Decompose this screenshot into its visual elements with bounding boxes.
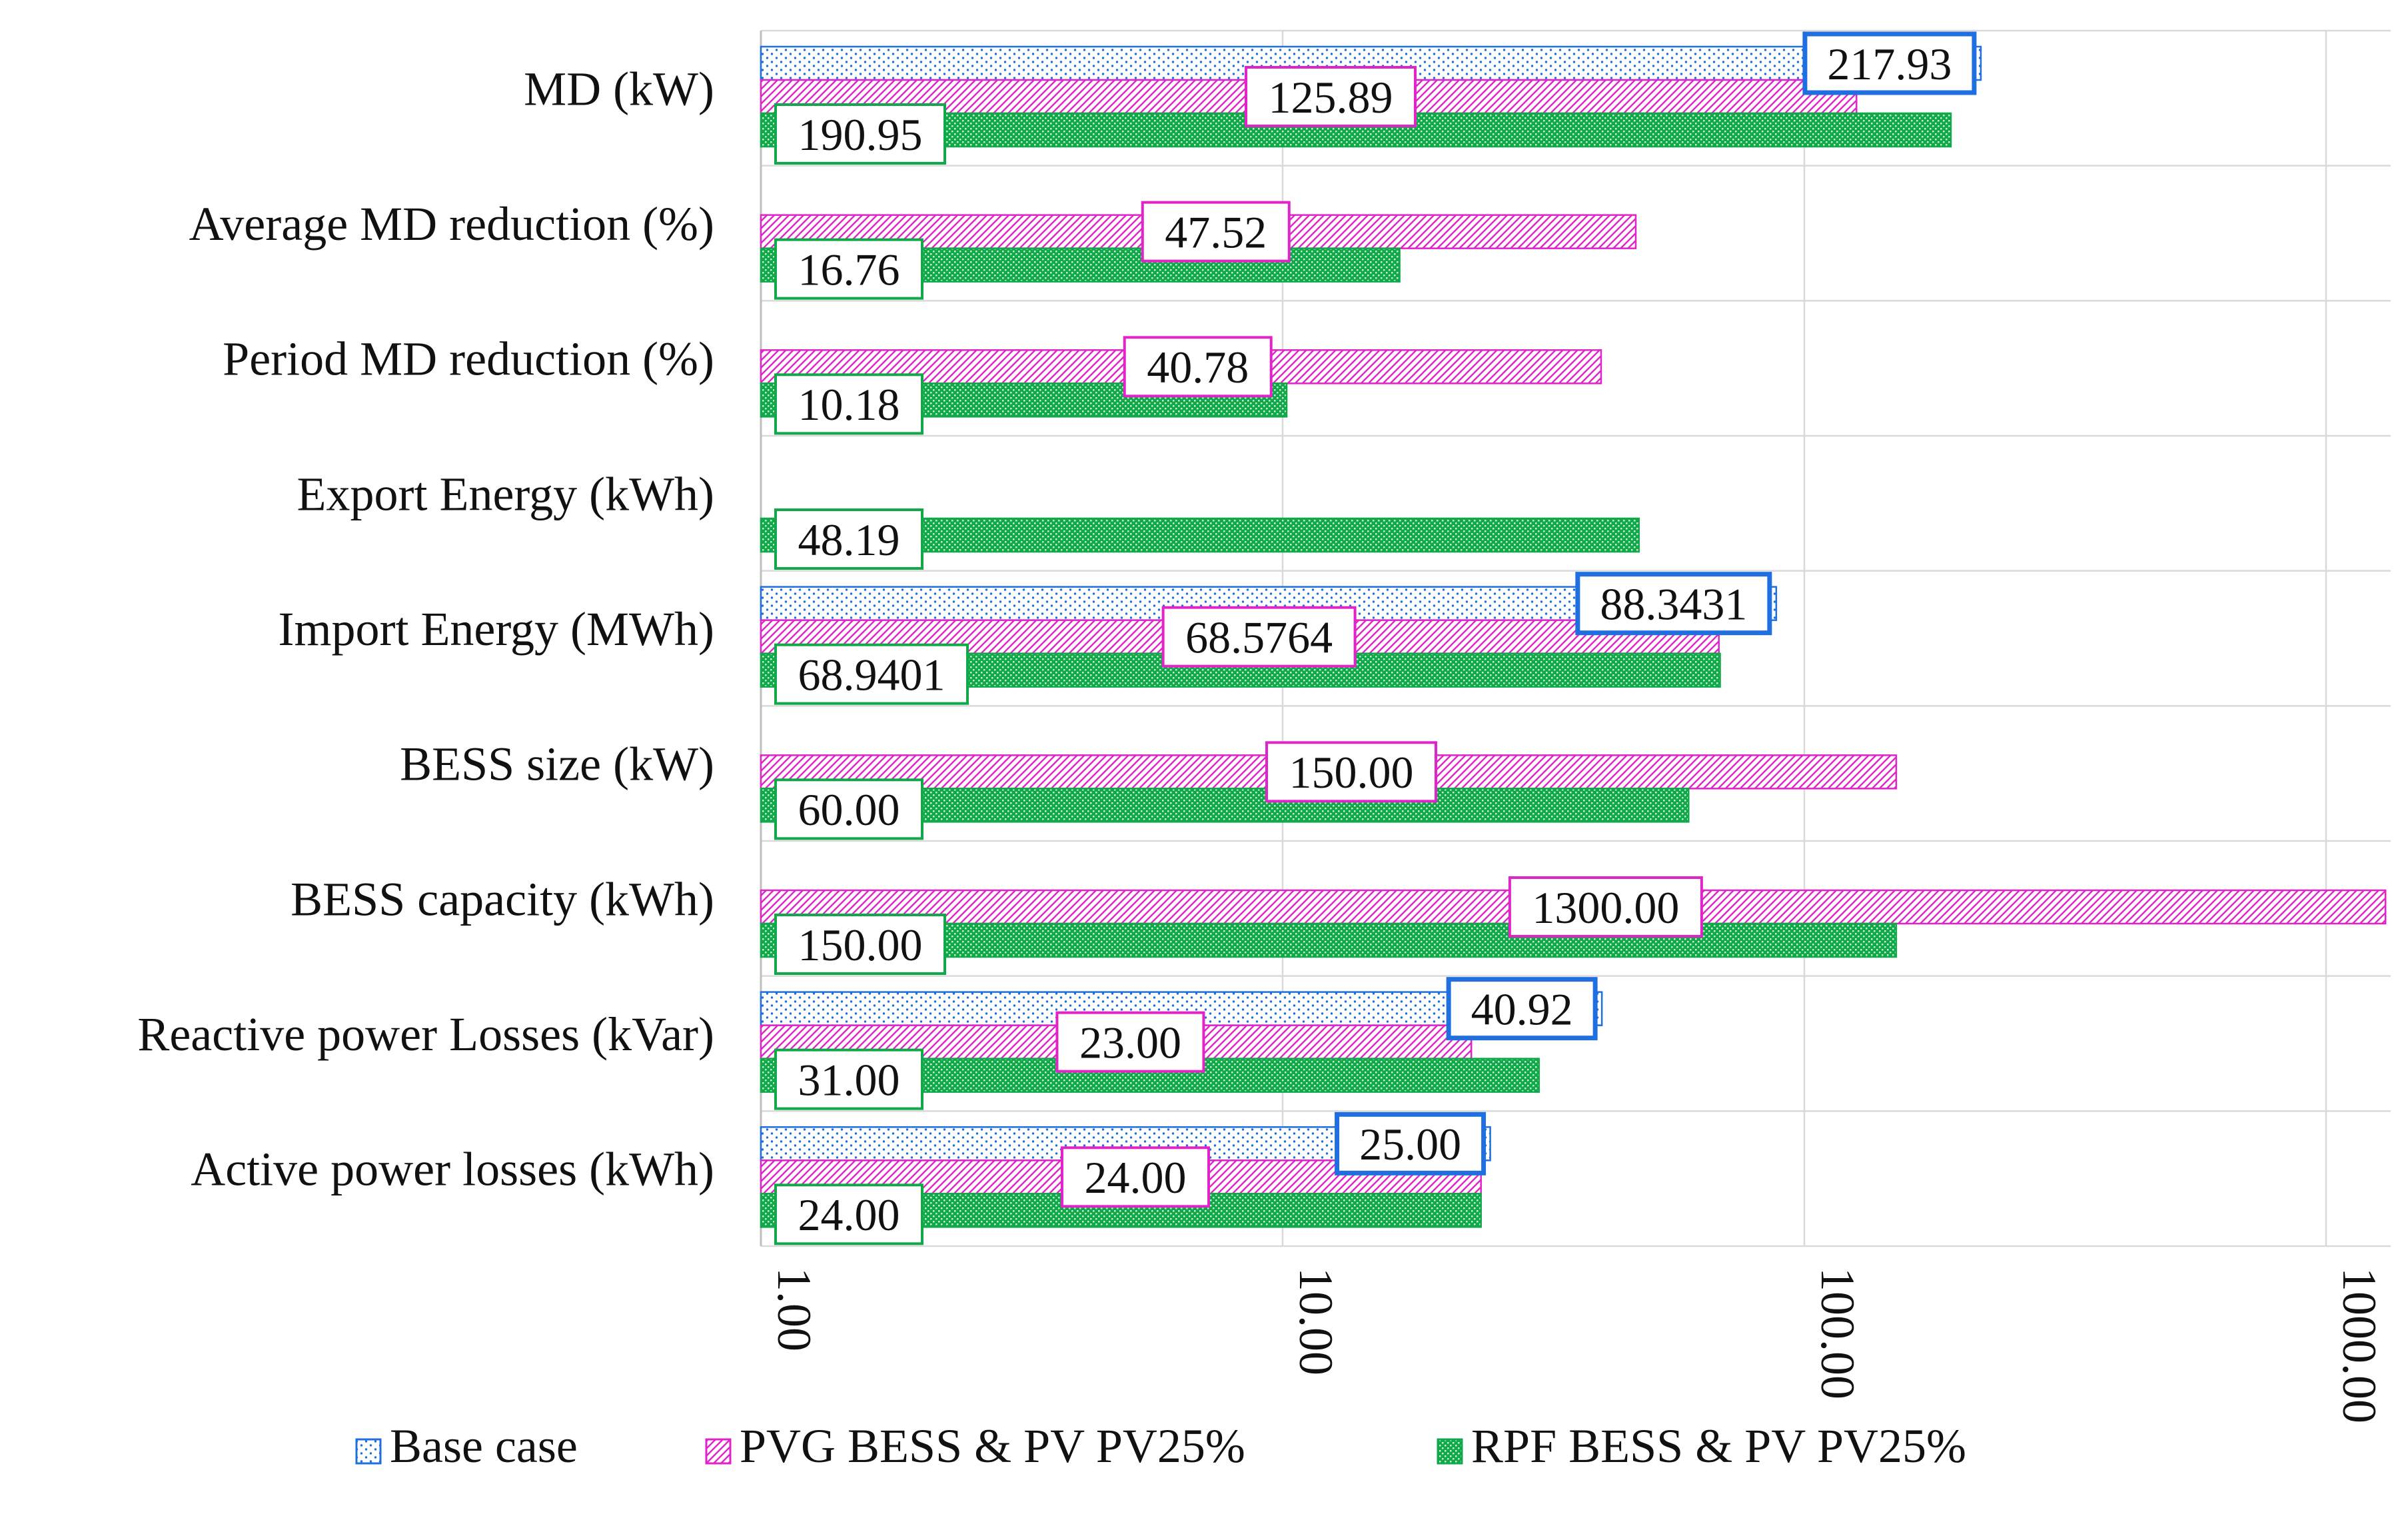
data-label-box: [774, 1183, 923, 1245]
data-label: 190.95: [774, 103, 946, 165]
data-label: 217.93: [1802, 31, 1977, 95]
legend-swatch: [705, 1438, 732, 1465]
data-label-box: [1123, 336, 1273, 398]
data-label-text: 1300.00: [1532, 882, 1679, 933]
data-label-text: 31.00: [798, 1054, 900, 1105]
x-tick-label: 100.00: [1811, 1267, 1864, 1399]
category-labels: MD (kW) Average MD reduction (%) Period MD…: [137, 62, 714, 1195]
data-label-text: 125.89: [1269, 72, 1393, 123]
legend-label: Base case: [390, 1419, 578, 1473]
data-label: 48.19: [774, 508, 923, 570]
data-label-text: 47.52: [1165, 207, 1267, 257]
data-label-text: 40.92: [1471, 984, 1573, 1034]
data-label-box: [1575, 572, 1772, 636]
data-label-text: 60.00: [798, 784, 900, 835]
data-label-box: [1161, 606, 1357, 668]
legend-swatch: [355, 1438, 382, 1465]
category-label: Export Energy (kWh): [297, 467, 714, 520]
data-label-text: 10.18: [798, 379, 900, 430]
data-label-box: [774, 1048, 923, 1110]
x-tick-labels: 1.00 10.00 100.00 1000.00: [768, 1267, 2386, 1423]
data-label-text: 40.78: [1147, 342, 1249, 392]
legend: Base case PVG BESS & PV PV25% RPF BESS & P…: [355, 1419, 1966, 1473]
data-label-text: 150.00: [1289, 747, 1414, 798]
data-label-box: [774, 778, 923, 840]
data-label-text: 190.95: [798, 109, 923, 160]
category-label: Period MD reduction (%): [223, 333, 714, 386]
data-label-box: [1141, 201, 1291, 263]
category-label: Reactive power Losses (kVar): [137, 1008, 714, 1061]
data-label-box: [774, 103, 946, 165]
data-label-box: [1802, 31, 1977, 95]
data-label-text: 24.00: [1084, 1152, 1186, 1203]
legend-item: Base case: [355, 1419, 578, 1473]
legend-swatch: [1437, 1438, 1463, 1465]
bar-series: [760, 45, 2387, 1228]
data-label-box: [774, 373, 923, 435]
data-label: 150.00: [1265, 741, 1438, 803]
data-label: 60.00: [774, 778, 923, 840]
data-label-box: [774, 508, 923, 570]
category-label: Import Energy (MWh): [278, 602, 714, 656]
data-label-box: [1508, 876, 1703, 938]
data-label: 68.5764: [1161, 606, 1357, 668]
data-label-box: [774, 914, 946, 975]
bar: [760, 112, 1952, 148]
legend-item: PVG BESS & PV PV25%: [705, 1419, 1245, 1473]
data-label: 23.00: [1055, 1011, 1205, 1073]
data-label-text: 23.00: [1079, 1017, 1181, 1068]
category-label: BESS capacity (kWh): [291, 872, 714, 926]
data-label-box: [1060, 1146, 1210, 1208]
category-label: BESS size (kW): [400, 738, 714, 791]
data-label: 150.00: [774, 914, 946, 975]
data-label: 88.3431: [1575, 572, 1772, 636]
x-tick-label: 10.00: [1289, 1267, 1343, 1375]
data-label: 24.00: [1060, 1146, 1210, 1208]
data-label-text: 25.00: [1359, 1119, 1461, 1169]
data-label-text: 68.5764: [1185, 612, 1333, 662]
data-label-box: [1245, 66, 1417, 127]
data-label-box: [1055, 1011, 1205, 1073]
legend-item: RPF BESS & PV PV25%: [1437, 1419, 1966, 1473]
data-label-box: [774, 643, 969, 705]
data-label-text: 24.00: [798, 1189, 900, 1240]
data-label: 24.00: [774, 1183, 923, 1245]
data-label: 40.92: [1446, 977, 1598, 1041]
data-label-box: [1265, 741, 1438, 803]
data-label-box: [774, 238, 923, 300]
category-label: Active power losses (kWh): [191, 1143, 714, 1196]
data-label: 16.76: [774, 238, 923, 300]
data-label: 40.78: [1123, 336, 1273, 398]
data-label-box: [1335, 1112, 1487, 1175]
data-label: 10.18: [774, 373, 923, 435]
x-tick-label: 1.00: [768, 1267, 821, 1351]
data-label-text: 217.93: [1827, 39, 1952, 89]
data-label: 31.00: [774, 1048, 923, 1110]
data-label: 125.89: [1245, 66, 1417, 127]
data-label-text: 16.76: [798, 244, 900, 295]
x-tick-label: 1000.00: [2333, 1267, 2386, 1423]
legend-label: RPF BESS & PV PV25%: [1471, 1419, 1966, 1473]
data-label-text: 48.19: [798, 514, 900, 565]
category-label: MD (kW): [524, 62, 714, 115]
data-label: 1300.00: [1508, 876, 1703, 938]
data-label-text: 68.9401: [798, 649, 945, 700]
legend-label: PVG BESS & PV PV25%: [740, 1419, 1245, 1473]
data-label: 25.00: [1335, 1112, 1487, 1175]
data-label-box: [1446, 977, 1598, 1041]
bar: [760, 922, 1898, 958]
data-label: 47.52: [1141, 201, 1291, 263]
data-label-text: 88.3431: [1600, 578, 1747, 629]
data-label: 68.9401: [774, 643, 969, 705]
data-labels: 217.93 125.89 190.95 47.52 16.76 40.78 10.18 48…: [774, 31, 1977, 1245]
data-label-text: 150.00: [798, 920, 923, 970]
category-label: Average MD reduction (%): [189, 197, 714, 251]
